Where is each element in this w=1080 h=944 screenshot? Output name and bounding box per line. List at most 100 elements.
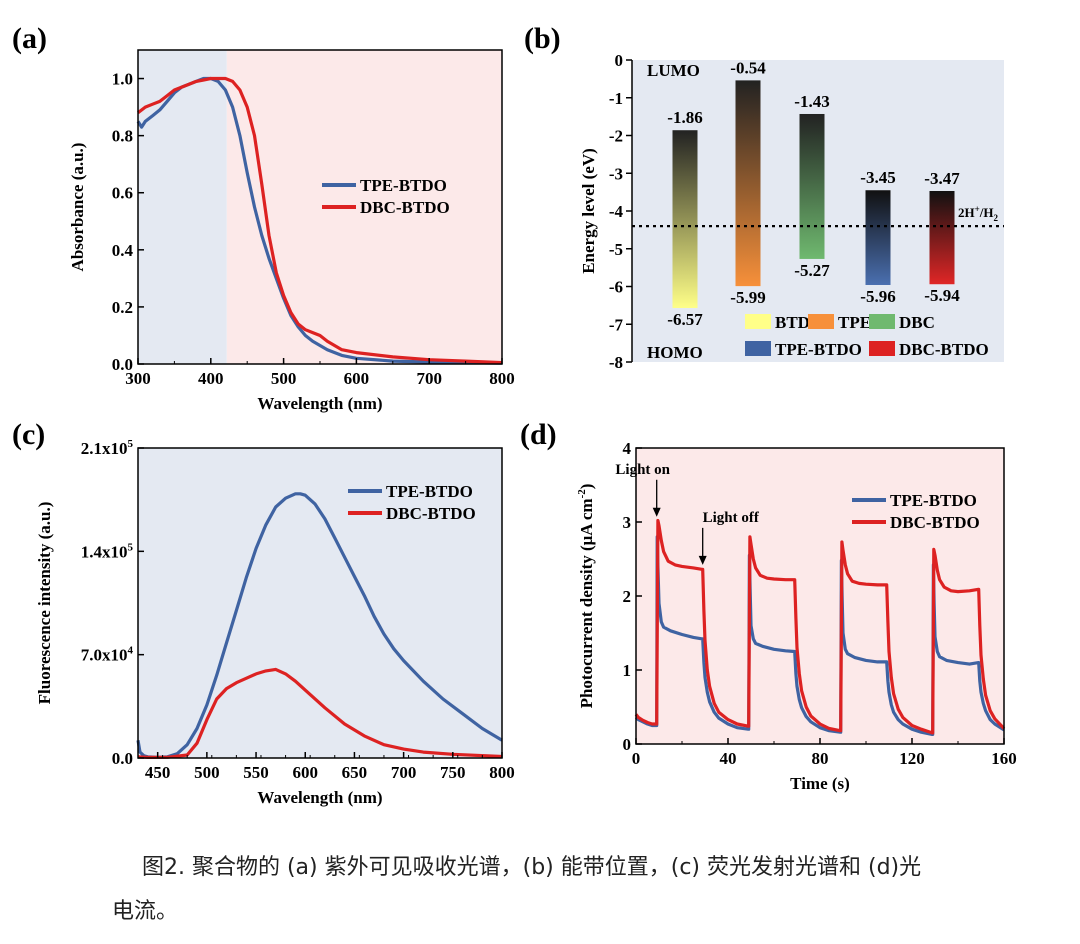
y-tick-label: -4 [609, 202, 624, 221]
energy-bar-btdo [672, 130, 698, 309]
x-tick-label: 300 [125, 369, 151, 388]
legend-label-tpe-btdo: TPE-BTDO [360, 176, 447, 195]
x-tick-label: 500 [271, 369, 297, 388]
figure-caption: 图2. 聚合物的 (a) 紫外可见吸收光谱，(b) 能带位置，(c) 荧光发射光… [112, 846, 1062, 934]
x-tick-label: 450 [145, 763, 171, 782]
x-tick-label: 120 [899, 749, 925, 768]
legend-label-dbc-btdo: DBC-BTDO [899, 340, 989, 359]
y-tick-label: 0.8 [112, 127, 133, 146]
series-line-dbc-btdo [137, 667, 503, 760]
plot-background [138, 448, 502, 758]
panel-d: 0 40 80 120 160 0 1 2 3 4 Time (s) Photocurrent den… [520, 418, 1017, 793]
legend-swatch-tpe [808, 314, 834, 329]
y-axis-label: Fluorescence intensity (a.u.) [35, 502, 54, 705]
x-tick-label: 600 [292, 763, 318, 782]
x-tick-label: 750 [440, 763, 466, 782]
reference-line-label: 2H+/H2 [958, 204, 999, 223]
y-tick-label: 0 [623, 735, 632, 754]
x-tick-label: 650 [342, 763, 368, 782]
legend-swatch-tpe-btdo [745, 341, 771, 356]
y-tick-label: 4 [623, 439, 632, 458]
y-tick-label: -3 [609, 164, 623, 183]
annotation-arrowhead [698, 555, 707, 565]
series-line-tpe-btdo [634, 535, 1005, 737]
annotation-light-off: Light off [703, 510, 760, 526]
homo-value-tpe: -5.99 [730, 288, 765, 307]
legend-label-tpe: TPE [838, 313, 871, 332]
panel-b: 0 -1 -2 -3 -4 -5 -6 -7 -8 Energy level (eV) LUMO HO… [524, 22, 1004, 372]
series-line-tpe-btdo [136, 76, 503, 365]
x-tick-label: 80 [812, 749, 829, 768]
annotation-arrowhead [652, 507, 661, 517]
energy-bar-dbc-btdo [929, 190, 955, 285]
legend-label-dbc-btdo: DBC-BTDO [360, 198, 450, 217]
y-axis-label: Energy level (eV) [579, 148, 598, 274]
lumo-value-dbc: -1.43 [794, 92, 829, 111]
x-tick-label: 800 [489, 763, 515, 782]
y-tick-label: -8 [609, 353, 623, 372]
y-tick-label: 2 [623, 587, 632, 606]
lumo-value-btdo: -1.86 [667, 108, 702, 127]
lumo-value-tpe: -0.54 [730, 58, 766, 77]
x-tick-label: 800 [489, 369, 515, 388]
y-tick-label: 1.0 [112, 70, 133, 89]
panel-label: (a) [12, 22, 47, 55]
y-tick-label: 3 [623, 513, 632, 532]
x-tick-label: 500 [194, 763, 220, 782]
homo-value-dbc-btdo: -5.94 [924, 286, 960, 305]
background-region-0 [138, 50, 227, 364]
y-tick-label: 1 [623, 661, 632, 680]
y-tick-label: 1.4x105 [81, 541, 134, 561]
legend-swatch-dbc [869, 314, 895, 329]
background-region-1 [226, 50, 503, 364]
series-line-tpe-btdo [136, 492, 503, 759]
panel-c: 450 500 550 600 650 700 750 800 0.0 7.0x104 1.4x10… [12, 418, 515, 807]
x-tick-label: 160 [991, 749, 1017, 768]
x-axis-label: Wavelength (nm) [257, 788, 382, 807]
lumo-value-tpe-btdo: -3.45 [860, 168, 895, 187]
series-line-dbc-btdo [634, 518, 1006, 735]
lumo-value-dbc-btdo: -3.47 [924, 169, 960, 188]
homo-value-tpe-btdo: -5.96 [860, 287, 895, 306]
caption-line-1: 图2. 聚合物的 (a) 紫外可见吸收光谱，(b) 能带位置，(c) 荧光发射光… [142, 855, 922, 880]
y-tick-label: 0 [615, 51, 624, 70]
homo-value-btdo: -6.57 [667, 310, 703, 329]
x-tick-label: 550 [243, 763, 269, 782]
y-tick-label: 0.6 [112, 184, 133, 203]
series-line-dbc-btdo [137, 76, 503, 365]
y-tick-label: -7 [609, 315, 624, 334]
annotation-light-on: Light on [615, 462, 670, 478]
legend-label-tpe-btdo: TPE-BTDO [890, 491, 977, 510]
homo-label: HOMO [647, 343, 703, 362]
legend-label-tpe-btdo: TPE-BTDO [386, 482, 473, 501]
y-tick-label: -5 [609, 240, 623, 259]
x-tick-label: 700 [416, 369, 442, 388]
y-tick-label: 0.4 [112, 241, 134, 260]
x-tick-label: 0 [632, 749, 641, 768]
homo-value-dbc: -5.27 [794, 261, 830, 280]
legend-label-tpe-btdo: TPE-BTDO [775, 340, 862, 359]
y-tick-label: -2 [609, 127, 623, 146]
y-tick-label: -1 [609, 89, 623, 108]
x-axis-label: Time (s) [790, 774, 850, 793]
panel-a: 300 400 500 600 700 800 0.0 0.2 0.4 0.6 0.8 1.0 Wave… [12, 22, 515, 413]
y-tick-label: 0.0 [112, 355, 133, 374]
legend-label-dbc: DBC [899, 313, 935, 332]
y-tick-label: 0.0 [112, 749, 133, 768]
x-tick-label: 400 [198, 369, 224, 388]
lumo-label: LUMO [647, 61, 700, 80]
y-tick-label: 2.1x105 [81, 438, 134, 458]
y-tick-label: 7.0x104 [81, 645, 134, 665]
y-axis-label: Absorbance (a.u.) [68, 143, 87, 272]
legend-label-dbc-btdo: DBC-BTDO [890, 513, 980, 532]
energy-bar-tpe-btdo [865, 190, 891, 285]
x-tick-label: 700 [391, 763, 417, 782]
plot-background [636, 448, 1004, 744]
x-axis-label: Wavelength (nm) [257, 394, 382, 413]
y-axis-label: Photocurrent density (μA cm-2) [576, 484, 596, 709]
legend-swatch-dbc-btdo [869, 341, 895, 356]
x-tick-label: 40 [720, 749, 737, 768]
energy-bar-dbc [799, 113, 825, 259]
y-tick-label: -6 [609, 278, 623, 297]
